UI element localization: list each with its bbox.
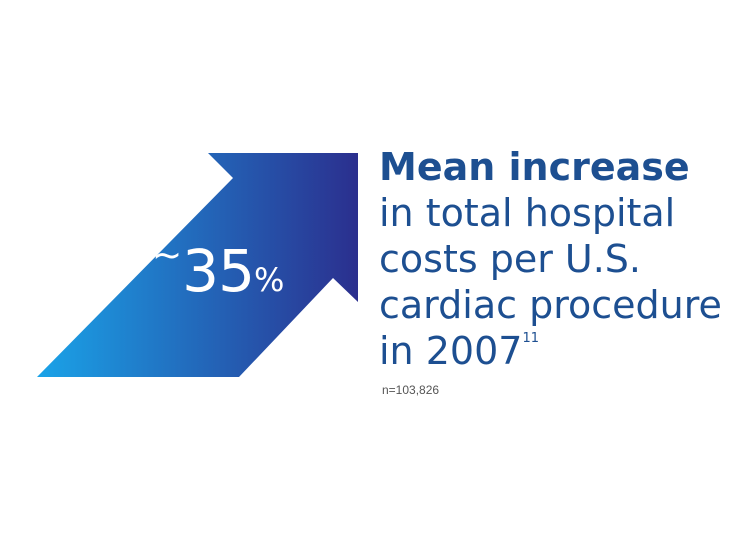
percentage-stat: ~35% — [152, 235, 285, 301]
stat-unit: % — [253, 261, 285, 299]
caption-text: Mean increase in total hospital costs pe… — [379, 144, 722, 374]
arrow-shape — [37, 153, 358, 377]
caption-heading: Mean increase — [379, 145, 690, 189]
caption-line: cardiac procedure — [379, 283, 722, 327]
sample-size-note: n=103,826 — [382, 383, 440, 397]
caption-line: costs per U.S. — [379, 237, 642, 281]
citation-superscript: 11 — [522, 331, 539, 346]
caption-line-text: in 2007 — [379, 329, 523, 373]
caption-line-last: in 200711 — [379, 328, 722, 374]
caption-line: in total hospital — [379, 191, 676, 235]
stat-approx-symbol: ~ — [152, 235, 183, 276]
stat-value: 35 — [182, 237, 255, 305]
